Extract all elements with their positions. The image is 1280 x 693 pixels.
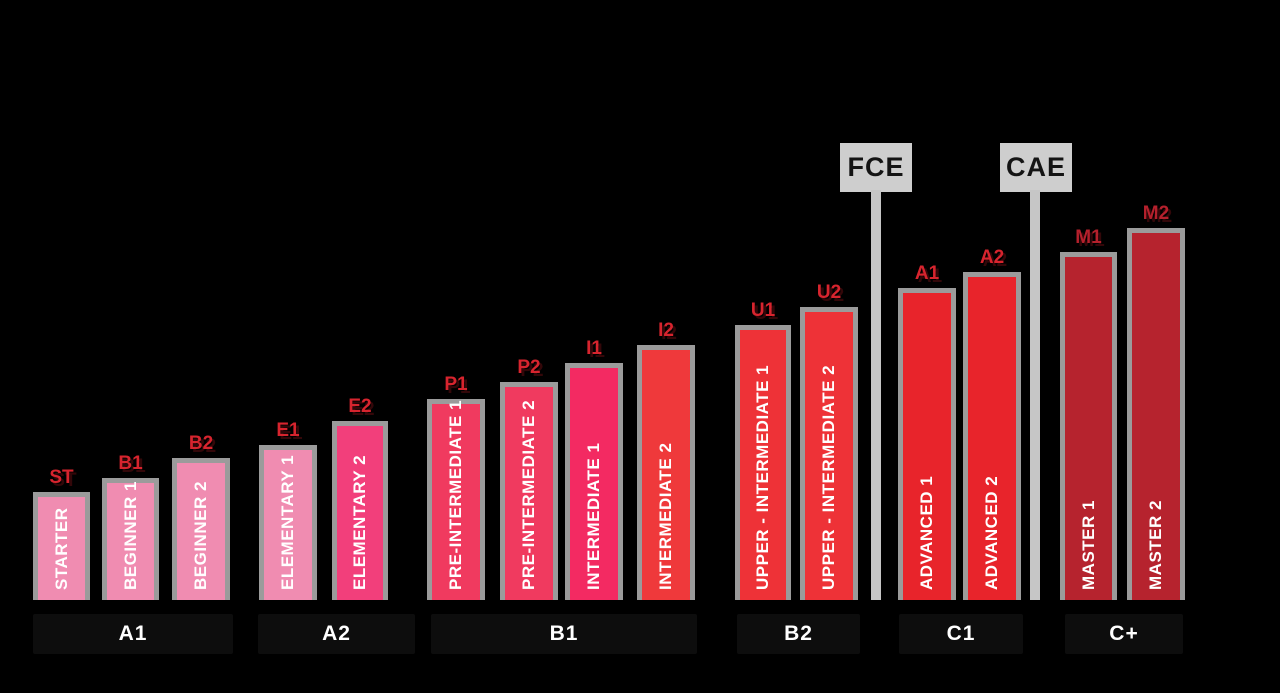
cae-sign-pole (1030, 190, 1040, 600)
bar-course-label: INTERMEDIATE 2 (656, 442, 675, 590)
fce-sign-label: FCE (840, 143, 912, 192)
cae-sign-label: CAE (1000, 143, 1072, 192)
bar-course-label: PRE-INTERMEDIATE 2 (519, 399, 538, 590)
bar-code-label-m2: M2 (1142, 203, 1170, 224)
level-bar-e1: ELEMENTARY 1 (259, 445, 317, 600)
bar-course-label: ADVANCED 1 (917, 475, 936, 590)
fce-sign-pole (871, 190, 881, 600)
level-bar-u2: UPPER - INTERMEDIATE 2 (800, 307, 858, 600)
level-bar-i2: INTERMEDIATE 2 (637, 345, 695, 600)
bar-course-label: UPPER - INTERMEDIATE 1 (753, 364, 772, 590)
level-bar-u1: UPPER - INTERMEDIATE 1 (735, 325, 791, 600)
group-label: A2 (322, 622, 351, 645)
bar-course-label: UPPER - INTERMEDIATE 2 (819, 364, 838, 590)
bar-code-label-u1: U1 (750, 300, 776, 321)
level-bar-st: STARTER (33, 492, 90, 600)
bar-course-label: ELEMENTARY 2 (350, 454, 369, 590)
level-bar-p2: PRE-INTERMEDIATE 2 (500, 382, 558, 600)
group-label: B1 (549, 622, 579, 645)
group-strip-cplus: C+ (1065, 614, 1183, 654)
group-label: A1 (118, 622, 148, 645)
level-bar-a2: ADVANCED 2 (963, 272, 1021, 600)
group-strip-a2: A2 (258, 614, 415, 654)
group-strip-b2: B2 (737, 614, 860, 654)
bar-code-label-e2: E2 (348, 396, 372, 417)
bar-code-label-i2: I2 (658, 320, 674, 341)
bar-course-label: PRE-INTERMEDIATE 1 (446, 399, 465, 590)
bar-code-label-e1: E1 (276, 420, 300, 441)
level-bar-i1: INTERMEDIATE 1 (565, 363, 623, 600)
level-bar-b2: BEGINNER 2 (172, 458, 230, 600)
bar-course-label: ELEMENTARY 1 (278, 454, 297, 590)
bar-course-label: INTERMEDIATE 1 (584, 442, 603, 590)
level-bar-e2: ELEMENTARY 2 (332, 421, 388, 600)
bar-course-label: BEGINNER 2 (191, 481, 210, 590)
bar-code-label-b1: B1 (118, 453, 143, 474)
group-label: C1 (946, 622, 976, 645)
level-bar-b1: BEGINNER 1 (102, 478, 159, 600)
group-label: B2 (784, 622, 813, 645)
level-bar-m1: MASTER 1 (1060, 252, 1117, 600)
level-bar-a1: ADVANCED 1 (898, 288, 956, 600)
bar-code-label-st: ST (49, 467, 74, 488)
bar-code-label-u2: U2 (816, 282, 842, 303)
bar-code-label-p1: P1 (444, 374, 468, 395)
level-bar-m2: MASTER 2 (1127, 228, 1185, 600)
bar-code-label-a1: A1 (914, 263, 940, 284)
group-strip-c1: C1 (899, 614, 1023, 654)
group-strip-b1: B1 (431, 614, 697, 654)
bar-course-label: BEGINNER 1 (120, 481, 140, 590)
bar-code-label-i1: I1 (586, 338, 602, 359)
level-bar-p1: PRE-INTERMEDIATE 1 (427, 399, 485, 600)
bar-course-label: MASTER 1 (1078, 500, 1098, 590)
bar-course-label: MASTER 2 (1146, 500, 1165, 590)
bar-code-label-p2: P2 (517, 357, 541, 378)
group-label: C+ (1109, 622, 1139, 645)
bar-code-label-b2: B2 (188, 433, 214, 454)
bar-code-label-a2: A2 (979, 247, 1005, 268)
bar-code-label-m1: M1 (1075, 227, 1102, 248)
group-strip-a1: A1 (33, 614, 233, 654)
bar-course-label: STARTER (51, 507, 71, 590)
bar-course-label: ADVANCED 2 (982, 475, 1001, 590)
